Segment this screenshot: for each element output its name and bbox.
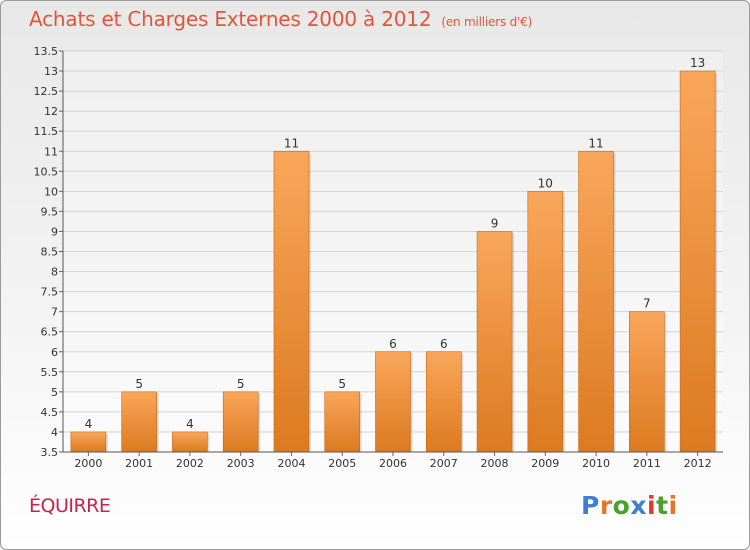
x-tick-label: 2004 <box>277 457 305 470</box>
x-tick-label: 2005 <box>328 457 356 470</box>
y-tick-label: 8 <box>51 266 58 279</box>
bar-layer: 4 5 4 5 11 5 6 6 9 10 11 7 13 <box>70 56 718 453</box>
y-tick-label: 7 <box>51 306 58 319</box>
bar-value-label: 9 <box>491 216 499 230</box>
x-tick-label: 2006 <box>379 457 407 470</box>
bar-value-label: 4 <box>186 417 194 431</box>
logo-letter: r <box>599 491 613 520</box>
proxiti-logo[interactable]: Proxiti <box>581 491 678 520</box>
bar-2008[interactable] <box>476 231 513 453</box>
y-tick-label: 11.5 <box>34 125 59 138</box>
x-tick-label: 2009 <box>531 457 559 470</box>
bar-2002[interactable] <box>172 431 208 453</box>
bar-2007[interactable] <box>425 351 462 453</box>
y-tick-label: 4 <box>51 426 58 439</box>
bar-value-label: 6 <box>440 337 448 351</box>
chart-title: Achats et Charges Externes 2000 à 2012 (e… <box>29 7 532 31</box>
bar-2003[interactable] <box>222 391 259 453</box>
y-tick-label: 6 <box>51 346 58 359</box>
logo-letter: P <box>581 491 600 520</box>
bar-value-label: 4 <box>85 417 93 431</box>
logo-letter: i <box>668 491 678 520</box>
bar-2009[interactable] <box>527 191 564 453</box>
bar-value-label: 11 <box>588 136 603 150</box>
x-tick-label: 2003 <box>227 457 255 470</box>
y-tick-label: 5 <box>51 386 58 399</box>
bar-value-label: 5 <box>135 377 143 391</box>
bar-2005[interactable] <box>324 391 361 453</box>
y-tick-label: 5.5 <box>41 366 59 379</box>
bar-value-label: 6 <box>389 337 397 351</box>
y-tick-label: 11 <box>44 145 58 158</box>
y-tick-label: 10 <box>44 185 58 198</box>
bar-value-label: 5 <box>338 377 346 391</box>
y-tick-label: 10.5 <box>34 165 59 178</box>
town-name: ÉQUIRRE <box>29 495 111 517</box>
bar-2006[interactable] <box>375 351 411 453</box>
bar-2004[interactable] <box>273 150 310 453</box>
x-tick-label: 2000 <box>74 457 102 470</box>
x-tick-label: 2010 <box>582 457 610 470</box>
bar-2010[interactable] <box>578 150 614 453</box>
logo-letter: i <box>647 491 657 520</box>
y-tick-label: 9 <box>51 225 58 238</box>
bar-value-label: 5 <box>237 377 245 391</box>
chart-subtitle: (en milliers d'€) <box>441 15 533 29</box>
x-tick-label: 2001 <box>125 457 153 470</box>
bar-value-label: 11 <box>284 136 299 150</box>
logo-letter: x <box>630 491 647 520</box>
logo-letter: o <box>612 491 631 520</box>
bar-2011[interactable] <box>629 311 665 453</box>
bar-value-label: 10 <box>538 176 553 190</box>
y-tick-label: 12.5 <box>34 85 59 98</box>
x-tick-label: 2008 <box>481 457 509 470</box>
y-tick-label: 7.5 <box>41 286 59 299</box>
x-tick-label: 2011 <box>633 457 661 470</box>
y-tick-label: 13.5 <box>34 45 59 58</box>
bar-2000[interactable] <box>70 431 107 453</box>
y-tick-label: 12 <box>44 105 58 118</box>
y-tick-label: 3.5 <box>41 446 59 459</box>
y-tick-label: 8.5 <box>41 246 59 259</box>
logo-letter: t <box>656 491 669 520</box>
x-tick-label: 2007 <box>430 457 458 470</box>
y-tick-label: 6.5 <box>41 326 59 339</box>
x-tick-label: 2002 <box>176 457 204 470</box>
y-tick-label: 4.5 <box>41 406 59 419</box>
bar-value-label: 7 <box>643 297 651 311</box>
y-tick-label: 9.5 <box>41 205 59 218</box>
x-tick-label: 2012 <box>684 457 712 470</box>
bar-2012[interactable] <box>679 70 716 453</box>
chart-title-text: Achats et Charges Externes 2000 à 2012 <box>29 7 432 31</box>
y-tick-label: 13 <box>44 65 58 78</box>
axis-layer: 3.5 4 4.5 5 5.5 6 6.5 7 7.5 8 8.5 9 9.5 10 10.5 11 11.5 1… <box>34 45 723 470</box>
bar-2001[interactable] <box>121 391 157 453</box>
bar-value-label: 13 <box>690 56 705 70</box>
